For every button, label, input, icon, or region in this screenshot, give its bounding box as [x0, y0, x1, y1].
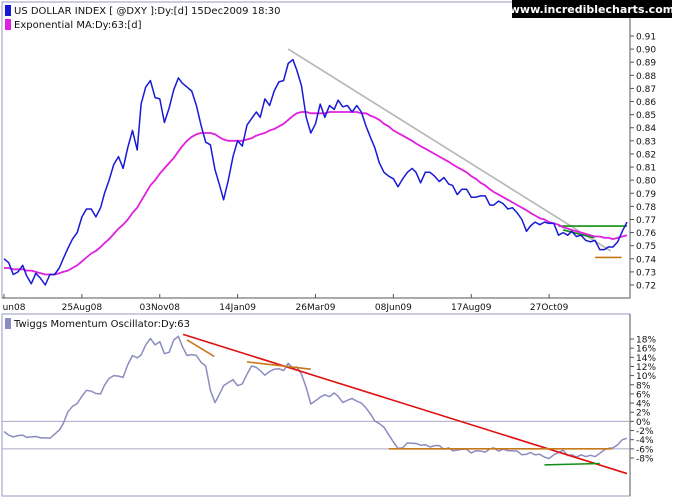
price-y-tick-label: 0.74 — [636, 255, 656, 265]
price-y-tick-label: 0.82 — [636, 150, 656, 160]
oscillator-y-tick-label: 0% — [636, 418, 651, 428]
oscillator-y-tick-label: -6% — [636, 445, 654, 455]
price-y-tick-label: 0.85 — [636, 111, 656, 121]
price-x-tick-label: 14Jan09 — [219, 303, 256, 313]
oscillator-y-tick-label: 12% — [636, 363, 656, 373]
price-x-tick-label: 27Oct09 — [530, 303, 569, 313]
oscillator-y-tick-label: -2% — [636, 427, 654, 437]
site-logo-box — [512, 0, 672, 18]
oscillator-y-tick-label: 10% — [636, 372, 656, 382]
oscillator-y-tick-label: 8% — [636, 381, 651, 391]
oscillator-y-tick-label: 2% — [636, 409, 651, 419]
legend-main-swatch — [5, 5, 11, 16]
legend-osc-swatch — [5, 318, 11, 329]
oscillator-y-tick-labels: 18%16%14%12%10%8%6%4%2%0%-2%-4%-6%-8% — [630, 336, 656, 465]
site-logo-text: www.incrediblecharts.com — [510, 3, 674, 16]
legend-ma-swatch — [5, 19, 11, 30]
price-y-tick-label: 0.72 — [636, 282, 656, 292]
price-panel-frame — [1, 1, 631, 299]
price-x-tick-label: 17Aug09 — [451, 303, 492, 313]
price-x-tick-label: 03Nov08 — [140, 303, 181, 313]
price-y-tick-label: 0.89 — [636, 59, 656, 69]
price-x-tick-label: 26Mar09 — [296, 303, 336, 313]
price-y-tick-label: 0.84 — [636, 124, 656, 134]
price-y-tick-labels: 0.72 0.73 0.74 0.75 0.76 0.77 0.78 0.79 0.80 0.81… — [630, 33, 656, 292]
price-series-group — [3, 58, 628, 286]
price-line — [3, 58, 628, 286]
price-y-tick-label: 0.75 — [636, 242, 656, 252]
oscillator-y-tick-label: -8% — [636, 455, 654, 465]
price-trendlines — [287, 48, 627, 259]
price-y-tick-label: 0.78 — [636, 203, 656, 213]
legend-main-label: US DOLLAR INDEX [ @DXY ]:Dy:[d] 15Dec200… — [14, 6, 281, 17]
oscillator-trendline — [246, 361, 311, 371]
price-y-tick-label: 0.79 — [636, 190, 656, 200]
oscillator-trendline — [186, 339, 215, 358]
price-y-tick-label: 0.76 — [636, 229, 656, 239]
oscillator-trendline — [544, 462, 600, 466]
oscillator-line — [3, 335, 628, 460]
oscillator-panel-frame — [1, 313, 631, 497]
price-y-tick-label: 0.83 — [636, 137, 656, 147]
price-trendline — [287, 48, 612, 252]
oscillator-y-tick-label: 16% — [636, 345, 656, 355]
price-y-tick-label: 0.77 — [636, 216, 656, 226]
oscillator-y-tick-label: 14% — [636, 354, 656, 364]
price-y-tick-label: 0.88 — [636, 72, 656, 82]
price-y-tick-label: 0.73 — [636, 268, 656, 278]
price-x-tick-label: un08 — [3, 303, 26, 313]
price-y-tick-label: 0.91 — [636, 33, 656, 43]
price-x-tick-label: 25Aug08 — [62, 303, 103, 313]
ma-line — [4, 111, 628, 276]
price-x-tick-labels: un08 25Aug08 03Nov08 14Jan09 26Mar09 08Jun09 1… — [3, 294, 569, 313]
price-y-tick-label: 0.80 — [636, 177, 656, 187]
price-y-tick-label: 0.81 — [636, 164, 656, 174]
oscillator-trendline — [182, 333, 628, 475]
legend-ma-label: Exponential MA:Dy:63:[d] — [14, 20, 142, 31]
price-x-tick-label: 08Jun09 — [375, 303, 412, 313]
oscillator-y-tick-label: 6% — [636, 390, 651, 400]
oscillator-y-tick-label: -4% — [636, 436, 654, 446]
legend-osc-label: Twiggs Momentum Oscillator:Dy:63 — [13, 319, 190, 330]
oscillator-trendlines — [182, 333, 628, 475]
price-y-tick-label: 0.90 — [636, 46, 656, 56]
oscillator-y-tick-label: 18% — [636, 336, 656, 346]
price-y-tick-label: 0.86 — [636, 98, 656, 108]
oscillator-series-group — [3, 335, 628, 460]
price-trendline — [562, 229, 595, 239]
price-y-tick-label: 0.87 — [636, 85, 656, 95]
oscillator-y-tick-label: 4% — [636, 400, 651, 410]
